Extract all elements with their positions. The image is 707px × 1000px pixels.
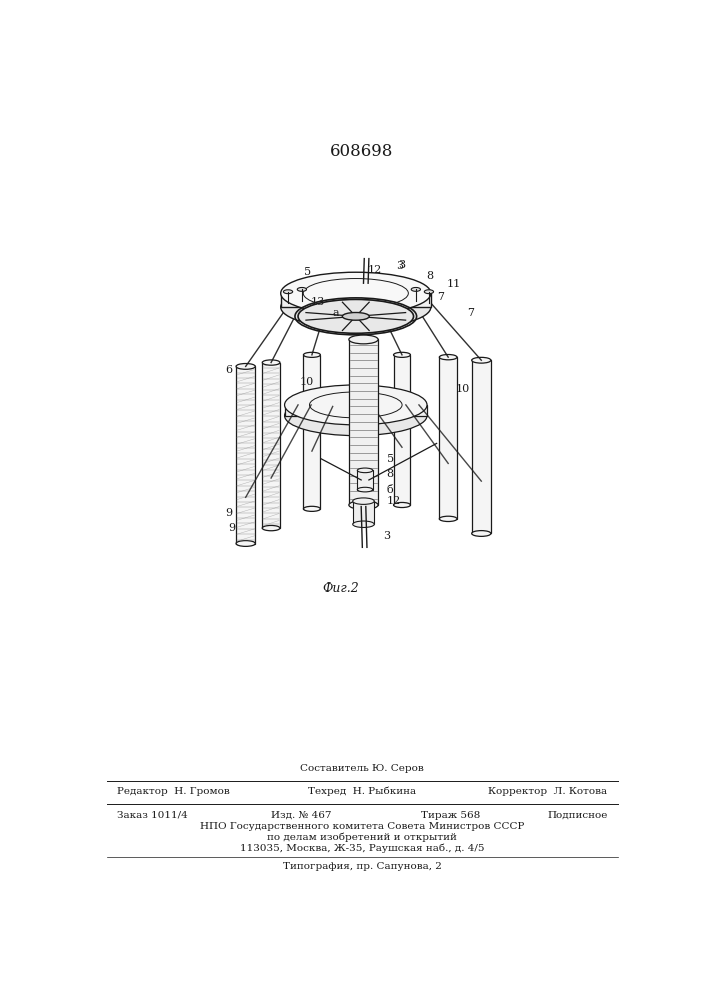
Ellipse shape [394, 352, 411, 357]
Ellipse shape [349, 501, 378, 509]
Bar [349, 339, 378, 505]
Bar [236, 366, 255, 544]
Text: Подписное: Подписное [547, 811, 607, 820]
Bar [439, 357, 457, 519]
Text: 8: 8 [426, 271, 434, 281]
Ellipse shape [424, 290, 433, 294]
Text: Заказ 1011/4: Заказ 1011/4 [117, 811, 188, 820]
Ellipse shape [297, 287, 307, 291]
Bar [284, 405, 427, 416]
Bar [357, 470, 373, 490]
Text: 9: 9 [225, 508, 232, 518]
Ellipse shape [281, 272, 431, 314]
Ellipse shape [298, 299, 414, 333]
Text: 7: 7 [467, 308, 474, 318]
Text: a: a [332, 308, 339, 318]
Bar [303, 355, 320, 509]
Ellipse shape [357, 487, 373, 492]
Text: НПО Государственного комитета Совета Министров СССР: НПО Государственного комитета Совета Мин… [200, 822, 524, 831]
Ellipse shape [284, 290, 293, 294]
Ellipse shape [439, 516, 457, 522]
Text: Корректор  Л. Котова: Корректор Л. Котова [489, 787, 607, 796]
Text: по делам изобретений и открытий: по делам изобретений и открытий [267, 833, 457, 842]
Text: Редактор  Н. Громов: Редактор Н. Громов [117, 787, 230, 796]
Bar [262, 363, 280, 528]
Text: б: б [387, 485, 393, 495]
Ellipse shape [357, 468, 373, 473]
Text: 5: 5 [387, 454, 394, 464]
Text: 13: 13 [311, 297, 325, 307]
Text: 3: 3 [382, 531, 390, 541]
Text: Составитель Ю. Серов: Составитель Ю. Серов [300, 764, 423, 773]
Ellipse shape [284, 385, 427, 425]
Ellipse shape [353, 521, 374, 527]
Ellipse shape [303, 506, 320, 511]
Text: 7: 7 [437, 292, 444, 302]
Text: Изд. № 467: Изд. № 467 [271, 811, 332, 820]
Ellipse shape [236, 364, 255, 369]
Text: 12: 12 [368, 265, 382, 275]
Text: Тираж 568: Тираж 568 [421, 811, 481, 820]
Ellipse shape [284, 396, 427, 436]
Text: 9: 9 [229, 523, 236, 533]
Bar [281, 293, 431, 307]
Text: Фиг.2: Фиг.2 [322, 582, 358, 595]
Text: 113035, Москва, Ж-35, Раушская наб., д. 4/5: 113035, Москва, Ж-35, Раушская наб., д. … [240, 844, 484, 853]
Ellipse shape [262, 360, 280, 365]
Text: 10: 10 [456, 384, 470, 394]
Text: 8: 8 [387, 469, 394, 479]
Text: 608698: 608698 [330, 143, 394, 160]
Bar [394, 355, 411, 505]
Ellipse shape [472, 531, 491, 536]
Text: 6: 6 [226, 365, 233, 375]
Ellipse shape [439, 355, 457, 360]
Text: 5: 5 [304, 267, 311, 277]
Text: 10: 10 [299, 377, 313, 387]
Text: 3: 3 [397, 261, 404, 271]
Ellipse shape [353, 498, 374, 504]
Ellipse shape [394, 502, 411, 508]
Ellipse shape [472, 357, 491, 363]
Text: Техред  Н. Рыбкина: Техред Н. Рыбкина [308, 787, 416, 796]
Ellipse shape [236, 541, 255, 546]
Text: 3: 3 [398, 260, 405, 270]
Bar [472, 360, 491, 533]
Ellipse shape [303, 352, 320, 357]
Bar [353, 501, 374, 524]
Text: 11: 11 [447, 279, 461, 289]
Ellipse shape [281, 286, 431, 328]
Ellipse shape [411, 287, 421, 291]
Text: Типография, пр. Сапунова, 2: Типография, пр. Сапунова, 2 [283, 862, 441, 871]
Ellipse shape [342, 312, 369, 320]
Ellipse shape [349, 335, 378, 344]
Ellipse shape [262, 525, 280, 531]
Text: 12: 12 [387, 496, 401, 506]
